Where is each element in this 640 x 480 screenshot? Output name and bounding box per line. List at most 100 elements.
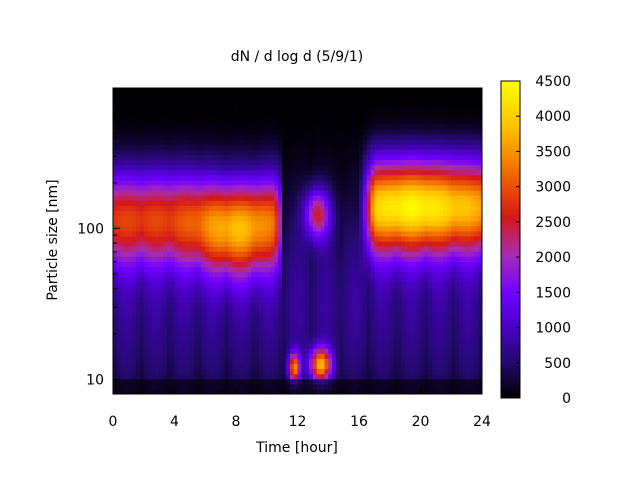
- heatmap-cell: [224, 302, 229, 308]
- heatmap-cell: [374, 123, 379, 130]
- heatmap-cell: [335, 266, 341, 273]
- heatmap-cell: [355, 123, 360, 130]
- heatmap-cell: [412, 343, 418, 349]
- heatmap-cell: [282, 327, 287, 334]
- heatmap-cell: [382, 312, 387, 319]
- heatmap-cell: [324, 368, 329, 375]
- heatmap-cell: [113, 358, 118, 364]
- heatmap-cell: [170, 256, 176, 262]
- heatmap-cell: [120, 251, 126, 257]
- heatmap-cell: [374, 88, 379, 94]
- heatmap-cell: [343, 144, 349, 150]
- heatmap-cell: [262, 266, 268, 273]
- heatmap-cell: [343, 261, 349, 268]
- heatmap-cell: [339, 123, 345, 130]
- heatmap-cell: [320, 337, 326, 344]
- heatmap-cell: [382, 378, 387, 385]
- heatmap-cell: [139, 159, 145, 166]
- heatmap-cell: [405, 332, 410, 339]
- heatmap-cell: [370, 332, 375, 339]
- heatmap-cell: [335, 93, 341, 99]
- heatmap-cell: [251, 271, 256, 278]
- heatmap-cell: [174, 312, 179, 319]
- heatmap-cell: [147, 205, 153, 211]
- heatmap-cell: [132, 159, 137, 166]
- heatmap-cell: [278, 383, 283, 390]
- heatmap-cell: [224, 322, 229, 329]
- heatmap-cell: [193, 133, 199, 140]
- heatmap-cell: [397, 210, 402, 217]
- heatmap-cell: [128, 205, 133, 211]
- heatmap-cell: [243, 174, 249, 181]
- heatmap-cell: [351, 241, 356, 247]
- heatmap-cell: [259, 378, 264, 385]
- heatmap-cell: [124, 159, 129, 166]
- heatmap-cell: [178, 332, 183, 339]
- heatmap-cell: [293, 159, 299, 166]
- heatmap-cell: [343, 363, 349, 370]
- heatmap-cell: [166, 210, 172, 217]
- heatmap-cell: [182, 118, 187, 125]
- heatmap-cell: [205, 246, 210, 252]
- heatmap-cell: [247, 337, 252, 344]
- heatmap-cell: [378, 103, 383, 109]
- heatmap-cell: [347, 246, 352, 252]
- heatmap-cell: [416, 363, 422, 370]
- heatmap-cell: [239, 348, 245, 354]
- heatmap-cell: [270, 332, 276, 339]
- heatmap-cell: [278, 363, 283, 370]
- heatmap-cell: [224, 332, 229, 339]
- heatmap-cell: [189, 332, 195, 339]
- heatmap-cell: [332, 281, 337, 288]
- heatmap-cell: [366, 235, 372, 242]
- heatmap-cell: [424, 210, 429, 217]
- heatmap-cell: [335, 174, 341, 181]
- heatmap-cell: [305, 368, 310, 375]
- heatmap-cell: [297, 322, 302, 329]
- heatmap-cell: [193, 93, 199, 99]
- heatmap-cell: [389, 322, 395, 329]
- heatmap-cell: [143, 123, 149, 130]
- heatmap-cell: [270, 118, 276, 125]
- heatmap-cell: [393, 353, 399, 359]
- heatmap-cell: [289, 98, 295, 104]
- heatmap-cell: [301, 88, 306, 94]
- heatmap-cell: [393, 205, 399, 211]
- heatmap-cell: [239, 307, 245, 313]
- heatmap-cell: [420, 144, 425, 150]
- heatmap-cell: [162, 241, 168, 247]
- heatmap-cell: [297, 281, 302, 288]
- heatmap-cell: [312, 230, 318, 237]
- heatmap-cell: [243, 128, 249, 135]
- heatmap-cell: [339, 256, 345, 262]
- heatmap-cell: [305, 133, 310, 140]
- heatmap-cell: [405, 251, 410, 257]
- heatmap-cell: [305, 312, 310, 319]
- heatmap-cell: [320, 276, 326, 283]
- heatmap-cell: [166, 123, 172, 130]
- heatmap-cell: [197, 103, 203, 109]
- heatmap-cell: [209, 322, 214, 329]
- heatmap-cell: [389, 225, 395, 232]
- heatmap-cell: [182, 353, 187, 359]
- heatmap-cell: [139, 103, 145, 109]
- heatmap-cell: [159, 93, 164, 99]
- heatmap-cell: [201, 353, 206, 359]
- heatmap-cell: [228, 93, 233, 99]
- heatmap-cell: [170, 302, 176, 308]
- heatmap-cell: [293, 373, 299, 380]
- heatmap-cell: [393, 363, 399, 370]
- heatmap-cell: [416, 169, 422, 176]
- heatmap-cell: [189, 215, 195, 222]
- heatmap-cell: [416, 235, 422, 242]
- heatmap-cell: [128, 261, 133, 268]
- heatmap-cell: [297, 388, 302, 394]
- heatmap-cell: [270, 286, 276, 293]
- heatmap-cell: [136, 144, 141, 150]
- heatmap-cell: [343, 128, 349, 135]
- heatmap-cell: [232, 93, 237, 99]
- heatmap-cell: [305, 332, 310, 339]
- heatmap-cell: [428, 378, 433, 385]
- heatmap-cell: [182, 363, 187, 370]
- heatmap-cell: [301, 205, 306, 211]
